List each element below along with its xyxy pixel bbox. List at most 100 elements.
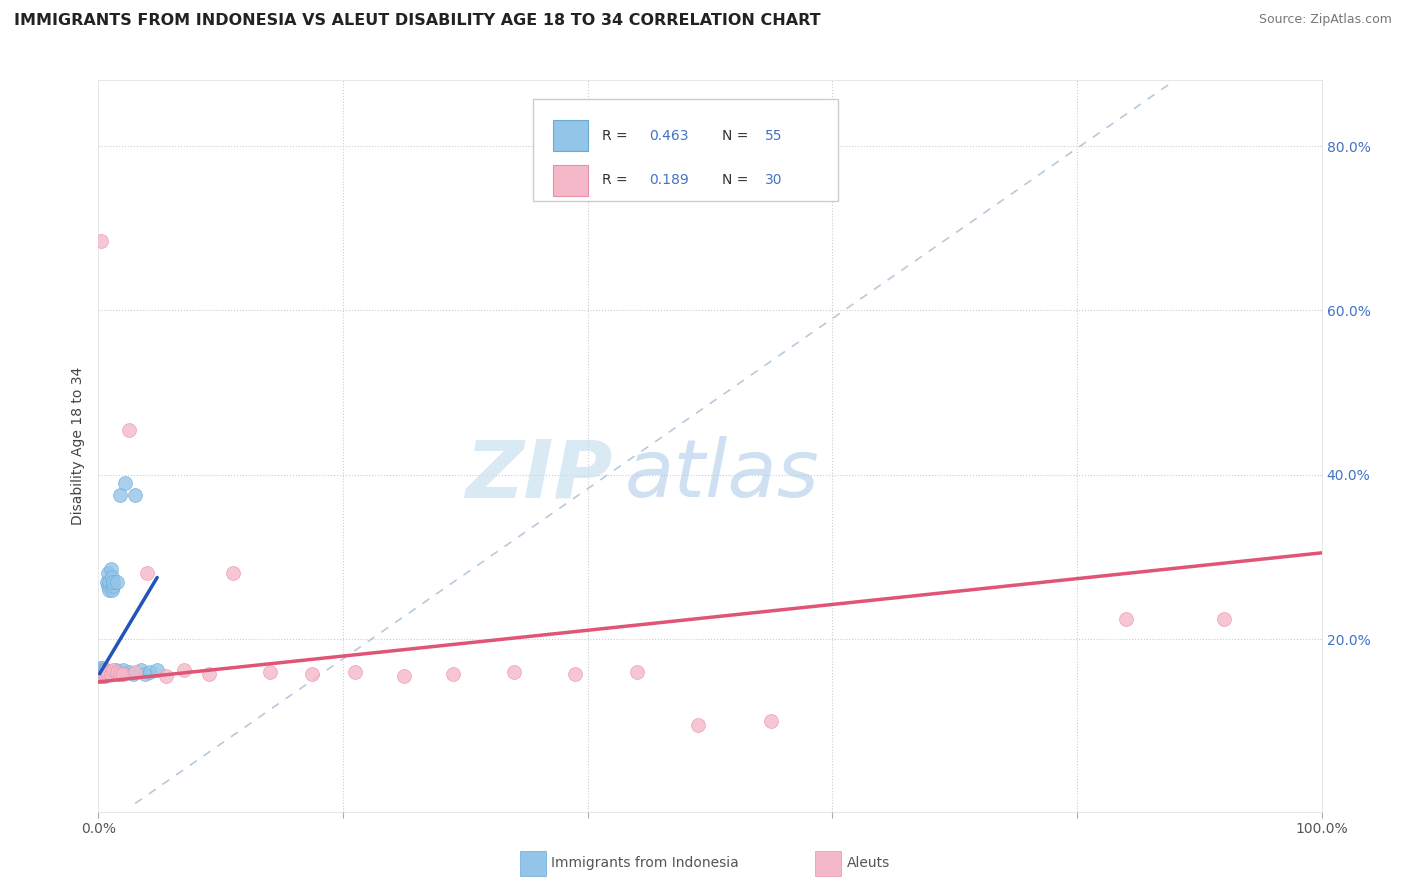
Point: [222, 566, 245, 581]
Point: [91, 666, 114, 681]
Point: [101, 582, 124, 597]
Point: [89, 666, 111, 681]
Point: [118, 665, 141, 679]
Point: [93, 666, 115, 681]
Point: [564, 666, 586, 681]
Point: [104, 664, 127, 678]
Point: [103, 665, 125, 679]
Point: [89, 664, 111, 678]
FancyBboxPatch shape: [533, 99, 838, 201]
Point: [761, 714, 783, 729]
Point: [111, 666, 134, 681]
Point: [118, 423, 141, 437]
Point: [90, 661, 112, 675]
Point: [111, 666, 134, 681]
Point: [121, 666, 143, 681]
Point: [91, 664, 114, 678]
Text: 55: 55: [765, 128, 783, 143]
Point: [90, 664, 112, 678]
Point: [139, 665, 162, 679]
Point: [93, 666, 115, 681]
Point: [97, 665, 120, 679]
Point: [686, 718, 709, 732]
Point: [91, 666, 114, 681]
Point: [101, 664, 124, 678]
Text: R =: R =: [602, 173, 633, 187]
Point: [108, 665, 131, 679]
Point: [91, 661, 114, 675]
Point: [105, 665, 128, 679]
Point: [90, 665, 112, 679]
Point: [114, 475, 136, 490]
Text: R =: R =: [602, 128, 633, 143]
Point: [94, 664, 117, 678]
Point: [301, 666, 323, 681]
Point: [441, 666, 464, 681]
Point: [96, 665, 118, 679]
Point: [90, 666, 112, 681]
Point: [100, 666, 122, 681]
Point: [91, 669, 114, 683]
Point: [94, 665, 117, 679]
Point: [93, 665, 115, 679]
Point: [93, 664, 115, 678]
Point: [94, 666, 117, 681]
Point: [97, 566, 120, 581]
Point: [101, 574, 124, 589]
Text: 0.463: 0.463: [648, 128, 689, 143]
Text: Aleuts: Aleuts: [846, 856, 890, 871]
Point: [89, 669, 111, 683]
Point: [98, 582, 121, 597]
Point: [146, 664, 169, 678]
Y-axis label: Disability Age 18 to 34: Disability Age 18 to 34: [72, 367, 86, 525]
Point: [89, 665, 111, 679]
Point: [91, 664, 114, 678]
Point: [91, 665, 114, 679]
Point: [100, 666, 122, 681]
Bar: [554, 165, 588, 195]
Point: [129, 664, 152, 678]
Point: [98, 574, 121, 589]
Text: Source: ZipAtlas.com: Source: ZipAtlas.com: [1258, 13, 1392, 27]
Point: [110, 488, 132, 502]
Point: [134, 666, 156, 681]
Point: [110, 666, 132, 681]
Point: [91, 665, 114, 679]
Point: [96, 666, 118, 681]
Point: [124, 488, 146, 502]
Point: [344, 665, 367, 679]
Point: [96, 574, 118, 589]
Text: N =: N =: [723, 173, 754, 187]
Point: [173, 664, 195, 678]
Point: [97, 579, 120, 593]
Point: [259, 665, 281, 679]
Point: [392, 669, 416, 683]
Point: [503, 665, 526, 679]
Point: [1115, 611, 1137, 625]
Text: IMMIGRANTS FROM INDONESIA VS ALEUT DISABILITY AGE 18 TO 34 CORRELATION CHART: IMMIGRANTS FROM INDONESIA VS ALEUT DISAB…: [14, 13, 821, 29]
Point: [97, 666, 120, 681]
Point: [100, 562, 122, 576]
Text: ZIP: ZIP: [465, 436, 612, 515]
Point: [111, 664, 134, 678]
Point: [626, 665, 648, 679]
Bar: [554, 120, 588, 151]
Point: [107, 666, 129, 681]
Point: [94, 664, 117, 678]
Text: atlas: atlas: [624, 436, 820, 515]
Text: N =: N =: [723, 128, 754, 143]
Point: [90, 669, 112, 683]
Point: [93, 669, 115, 683]
Text: Immigrants from Indonesia: Immigrants from Indonesia: [551, 856, 740, 871]
Point: [96, 666, 118, 681]
Point: [90, 234, 112, 248]
Point: [91, 669, 114, 683]
Point: [197, 666, 219, 681]
Point: [1212, 611, 1234, 625]
Point: [124, 665, 146, 679]
Point: [136, 566, 159, 581]
Text: 30: 30: [765, 173, 783, 187]
Point: [101, 579, 124, 593]
Point: [105, 574, 128, 589]
Point: [155, 669, 177, 683]
